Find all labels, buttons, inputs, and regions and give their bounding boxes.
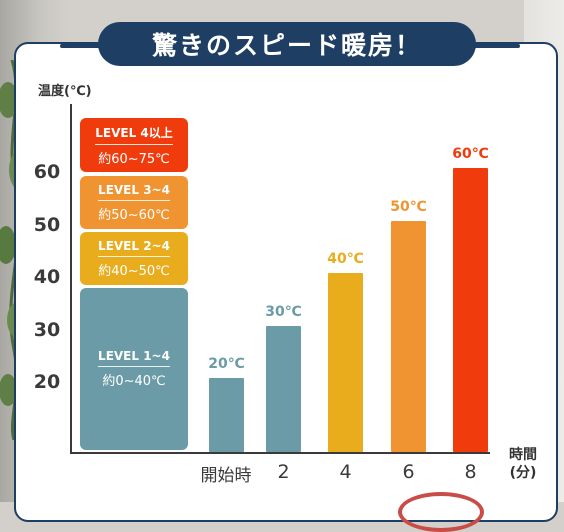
y-tick-label: 20 <box>33 371 61 393</box>
level-name: LEVEL 1~4 <box>98 349 170 367</box>
bar <box>209 378 244 452</box>
y-axis-label: 温度(℃) <box>38 84 92 99</box>
bar <box>266 325 301 452</box>
x-tick-label: 6 <box>402 461 415 483</box>
level-name: LEVEL 4以上 <box>95 124 173 145</box>
x-axis-label-main: 時間 <box>509 447 537 463</box>
y-tick-label: 30 <box>33 318 61 341</box>
level-band: LEVEL 4以上約60~75℃ <box>80 118 188 172</box>
x-tick-label: 4 <box>339 461 352 483</box>
x-tick-label: 8 <box>464 461 477 483</box>
bar <box>453 168 488 452</box>
level-range: 約50~60℃ <box>98 207 170 223</box>
bar-value-label: 20℃ <box>208 356 245 372</box>
level-band: LEVEL 2~4 約40~50℃ <box>80 232 188 285</box>
level-range: 約40~50℃ <box>98 263 170 279</box>
level-name: LEVEL 3~4 <box>98 183 170 201</box>
bar-value-label: 60℃ <box>452 146 489 162</box>
chart-title-banner: 驚きのスピード暖房！ <box>98 22 476 66</box>
decorative-ring <box>398 492 484 532</box>
bar <box>391 220 426 452</box>
level-name: LEVEL 2~4 <box>98 239 170 257</box>
x-tick-label: 開始時 <box>200 466 252 486</box>
bar-value-label: 40℃ <box>327 251 364 267</box>
bar <box>328 273 363 452</box>
x-axis-label: 時間 (分) <box>503 446 543 482</box>
level-range: 約0~40℃ <box>102 374 166 389</box>
chart-title: 驚きのスピード暖房！ <box>151 31 422 60</box>
level-band: LEVEL 3~4 約50~60℃ <box>80 176 188 229</box>
y-tick-label: 50 <box>33 213 61 236</box>
bar-value-label: 30℃ <box>265 303 302 320</box>
y-tick-label: 60 <box>33 161 61 183</box>
x-tick-label: 2 <box>277 461 290 483</box>
x-axis-line <box>70 452 490 454</box>
x-axis-label-unit: (分) <box>509 465 537 481</box>
y-tick-label: 40 <box>33 266 61 288</box>
y-axis-line <box>70 104 72 454</box>
level-range: 約60~75℃ <box>98 151 170 167</box>
bar-value-label: 50℃ <box>390 198 427 215</box>
level-band: LEVEL 1~4 約0~40℃ <box>80 288 188 450</box>
